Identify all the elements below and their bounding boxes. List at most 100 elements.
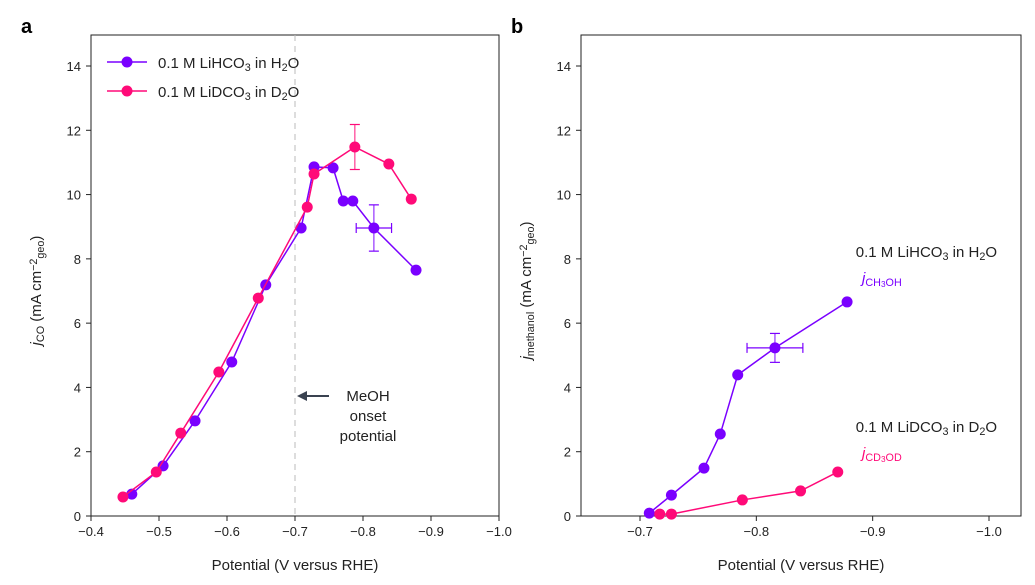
data-point [795, 485, 807, 497]
label-segment: 0.1 M LiHCO [856, 244, 943, 261]
series-label: 0.1 M LiDCO3 in D2O [856, 419, 997, 438]
label-segment: 3 [245, 62, 251, 74]
data-point [368, 222, 380, 234]
label-segment: (mA cm [28, 271, 45, 326]
label-segment: j [28, 341, 45, 347]
data-point [383, 158, 395, 170]
label-segment: O [288, 84, 300, 101]
label-segment: 0.1 M LiHCO [158, 55, 245, 72]
data-point [295, 222, 307, 234]
data-point [736, 494, 748, 506]
data-point [832, 466, 844, 478]
data-point [349, 141, 361, 153]
data-point [252, 292, 264, 304]
data-point [126, 488, 138, 500]
label-segment: in D [251, 84, 282, 101]
y-axis-label: jCO (mA cm−2geo) [28, 236, 47, 348]
data-point [698, 462, 710, 474]
y-tick-label: 4 [74, 380, 81, 395]
y-tick-label: 4 [564, 380, 571, 395]
label-segment: −2 [518, 244, 530, 256]
label-segment: O [985, 244, 997, 261]
annotation-text: potential [340, 428, 397, 445]
label-segment: in H [251, 55, 282, 72]
annotation-text: onset [350, 408, 388, 425]
x-tick-label: −0.7 [627, 524, 653, 539]
data-point [665, 489, 677, 501]
label-segment: CH [865, 277, 881, 289]
y-tick-label: 0 [74, 509, 81, 524]
arrow-left-icon [297, 391, 307, 401]
x-tick-label: −1.0 [486, 524, 512, 539]
y-tick-label: 14 [67, 59, 81, 74]
y-tick-label: 10 [557, 188, 571, 203]
data-point [732, 369, 744, 381]
label-segment: −2 [28, 259, 40, 271]
data-point [150, 466, 162, 478]
series-line [131, 166, 417, 495]
label-segment: 0.1 M LiDCO [158, 84, 245, 101]
data-point [327, 162, 339, 174]
label-segment: ) [28, 236, 45, 241]
x-tick-label: −0.4 [78, 524, 104, 539]
label-segment: 2 [282, 62, 288, 74]
data-point [654, 508, 666, 520]
label-segment: geo [525, 226, 537, 244]
x-tick-label: −0.5 [146, 524, 172, 539]
y-tick-label: 2 [564, 445, 571, 460]
label-segment: OD [886, 452, 902, 464]
data-point [337, 195, 349, 207]
x-tick-label: −0.9 [418, 524, 444, 539]
data-point [714, 428, 726, 440]
y-tick-label: 6 [564, 316, 571, 331]
x-tick-label: −0.7 [282, 524, 308, 539]
data-point [665, 508, 677, 520]
panel-a: a −0.4 −0.5 −0.6 −0.7 −0.8 −0.9 −1.0 0 2 4 6 8 10 12 14… [21, 16, 512, 574]
data-point [769, 342, 781, 354]
y-tick-label: 10 [67, 188, 81, 203]
series-sublabel: jCD3OD [860, 445, 902, 464]
y-tick-label: 2 [74, 445, 81, 460]
panel-b: b −0.7 −0.8 −0.9 −1.0 0 2 4 6 8 10 12 14 Potential (V… [511, 16, 1022, 574]
annotation-text: MeOH [346, 388, 389, 405]
x-tick-label: −0.9 [860, 524, 886, 539]
data-point [175, 427, 187, 439]
y-axis-label: jmethanol (mA cm−2geo) [518, 221, 537, 361]
label-segment: methanol [525, 312, 537, 356]
series-label: 0.1 M LiHCO3 in H2O [856, 244, 997, 263]
y-tick-label: 8 [74, 252, 81, 267]
label-segment: 2 [979, 426, 985, 438]
data-point [347, 195, 359, 207]
y-tick-label: 0 [564, 509, 571, 524]
y-tick-label: 8 [564, 252, 571, 267]
x-tick-label: −0.6 [214, 524, 240, 539]
data-point [643, 507, 655, 519]
x-axis-label: Potential (V versus RHE) [718, 557, 885, 574]
label-segment: 3 [881, 455, 886, 464]
series-line [648, 301, 848, 514]
label-segment: geo [35, 241, 47, 259]
data-point [117, 491, 129, 503]
label-segment: 2 [979, 251, 985, 263]
label-segment: 3 [942, 426, 948, 438]
legend-label: 0.1 M LiDCO3 in D2O [158, 84, 299, 103]
data-point [226, 356, 238, 368]
y-tick-label: 6 [74, 316, 81, 331]
legend-marker [121, 85, 133, 97]
label-segment: (mA cm [518, 257, 535, 312]
y-tick-label: 14 [557, 59, 571, 74]
label-segment: O [985, 419, 997, 436]
label-segment: OH [886, 277, 902, 289]
label-segment: O [288, 55, 300, 72]
data-point [405, 193, 417, 205]
panel-label: b [511, 16, 523, 38]
data-point [410, 264, 422, 276]
y-tick-label: 12 [557, 123, 571, 138]
plot-frame [580, 34, 1022, 517]
series-sublabel: jCH3OH [860, 270, 902, 289]
data-point [308, 168, 320, 180]
label-segment: j [518, 356, 535, 362]
series-line [659, 471, 839, 515]
label-segment: j [860, 270, 866, 287]
